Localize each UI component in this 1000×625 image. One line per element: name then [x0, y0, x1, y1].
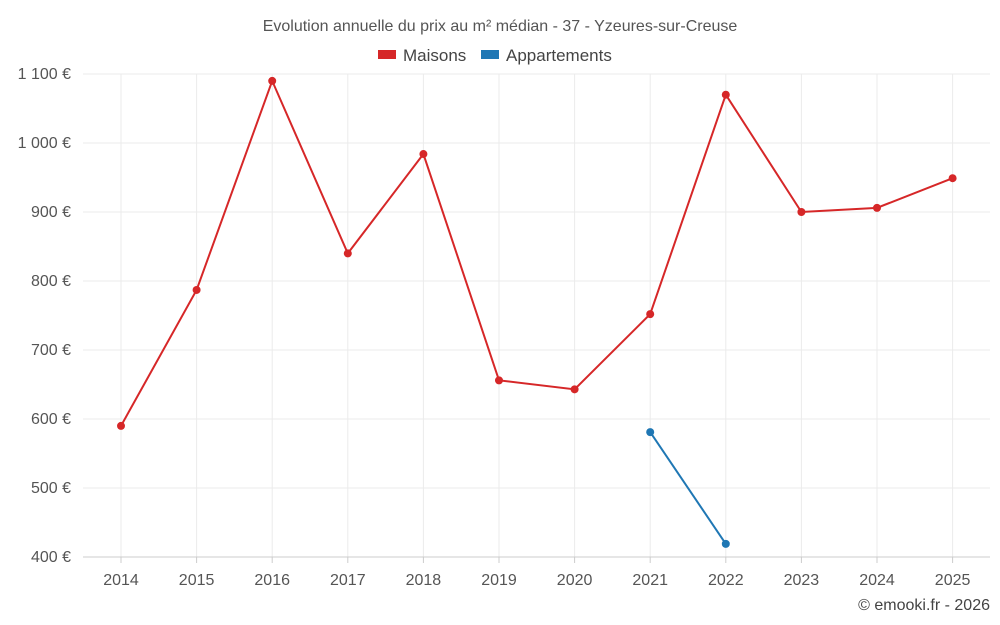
legend-label: Maisons: [403, 46, 466, 65]
legend-swatch: [481, 50, 499, 59]
y-tick-label: 500 €: [31, 480, 71, 497]
data-point[interactable]: [419, 150, 428, 159]
y-tick-label: 400 €: [31, 549, 71, 566]
data-point[interactable]: [192, 285, 201, 294]
legend-label: Appartements: [506, 46, 612, 65]
axes: 400 € 500 € 600 € 700 € 800 € 900 € 1 000 € 1 1…: [18, 66, 990, 589]
x-tick-label: 2019: [481, 572, 517, 589]
x-tick-label: 2021: [632, 572, 668, 589]
x-tick-label: 2014: [103, 572, 139, 589]
grid: [83, 73, 990, 557]
y-tick-label: 900 €: [31, 204, 71, 221]
data-point[interactable]: [268, 76, 277, 85]
y-tick-label: 700 €: [31, 342, 71, 359]
data-point[interactable]: [570, 385, 579, 394]
data-point[interactable]: [646, 310, 655, 319]
y-tick-label: 1 100 €: [18, 66, 71, 83]
data-point[interactable]: [797, 208, 806, 216]
data-point[interactable]: [646, 428, 655, 437]
x-tick-label: 2016: [254, 572, 290, 589]
series-line: [120, 78, 953, 427]
series-appartements: [646, 428, 730, 548]
data-point[interactable]: [495, 376, 503, 385]
series-maisons: [117, 76, 957, 430]
x-tick-label: 2023: [784, 572, 820, 589]
y-tick-label: 800 €: [31, 273, 71, 290]
credit-text: © emooki.fr - 2026: [858, 597, 990, 614]
y-tick-label: 600 €: [31, 411, 71, 428]
x-tick-label: 2024: [859, 572, 895, 589]
legend: Maisons Appartements: [378, 46, 612, 65]
data-point[interactable]: [343, 249, 352, 258]
x-tick-label: 2020: [557, 572, 593, 589]
x-tick-label: 2018: [406, 572, 442, 589]
legend-swatch: [378, 50, 396, 59]
series-line: [649, 431, 727, 545]
x-tick-label: 2025: [935, 572, 971, 589]
legend-item-0[interactable]: Maisons: [378, 46, 466, 65]
data-point[interactable]: [948, 174, 957, 183]
x-tick-label: 2015: [179, 572, 215, 589]
data-point[interactable]: [721, 539, 730, 548]
y-tick-label: 1 000 €: [18, 135, 71, 152]
data-point[interactable]: [117, 421, 125, 430]
data-point[interactable]: [721, 90, 730, 99]
chart-title: Evolution annuelle du prix au m² médian …: [263, 18, 738, 35]
legend-item-1[interactable]: Appartements: [481, 46, 612, 65]
series-layer: [117, 76, 957, 548]
data-point[interactable]: [873, 203, 881, 212]
x-tick-label: 2022: [708, 572, 744, 589]
x-tick-label: 2017: [330, 572, 366, 589]
